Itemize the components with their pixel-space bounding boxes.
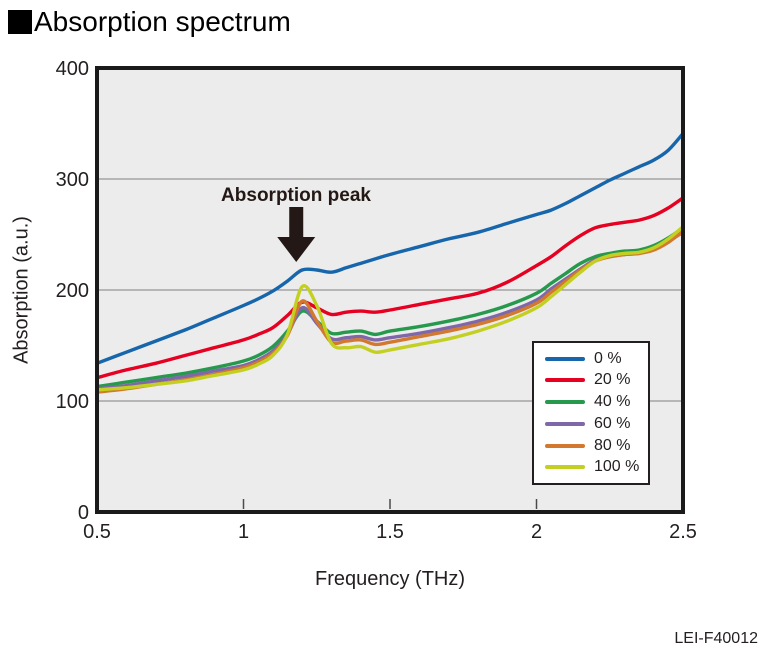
legend-swatch-icon [545,400,585,405]
annotation-absorption-peak: Absorption peak [221,185,371,206]
legend-label: 60 % [594,414,631,432]
curve-100% [97,225,683,392]
document-code: LEI-F40012 [674,630,758,647]
y-tick-label-100: 100 [56,391,89,413]
legend-swatch-icon [545,465,585,470]
y-tick-label-400: 400 [56,58,89,80]
y-tick-label-200: 200 [56,280,89,302]
plot-border [95,66,685,514]
x-tick-label-1.5: 1.5 [376,521,404,543]
legend-item-100%: 100 % [545,459,648,475]
y-tick-label-0: 0 [78,502,89,524]
y-tick-label-300: 300 [56,169,89,191]
x-tick-label-2.5: 2.5 [669,521,697,543]
legend-swatch-icon [545,378,585,383]
legend-label: 0 % [594,349,622,367]
figure-header: Absorption spectrum [8,6,291,38]
page-title: Absorption spectrum [34,6,291,37]
down-arrow-icon [277,207,316,262]
x-tick-label-0.5: 0.5 [83,521,111,543]
x-axis-label: Frequency (THz) [314,568,466,590]
y-axis-label: Absorption (a.u.) [10,216,33,364]
legend-label: 100 % [594,458,640,476]
legend-item-40%: 40 % [545,394,648,410]
curve-0% [97,131,683,365]
legend-item-20%: 20 % [545,372,648,388]
legend-swatch-icon [545,356,585,361]
title-bullet-icon [8,10,32,34]
legend-swatch-icon [545,421,585,426]
x-tick-label-2: 2 [531,521,542,543]
x-tick-label-1: 1 [238,521,249,543]
legend-item-0%: 0 % [545,349,648,367]
legend-label: 20 % [594,371,631,389]
legend-label: 80 % [594,436,631,454]
curve-20% [97,196,683,380]
legend: 0 % 20 % 40 % 60 % 80 % 100 % [532,341,650,485]
legend-item-80%: 80 % [545,436,648,454]
legend-swatch-icon [545,443,585,448]
legend-label: 40 % [594,393,631,411]
legend-item-60%: 60 % [545,414,648,432]
curve-40% [97,226,683,389]
